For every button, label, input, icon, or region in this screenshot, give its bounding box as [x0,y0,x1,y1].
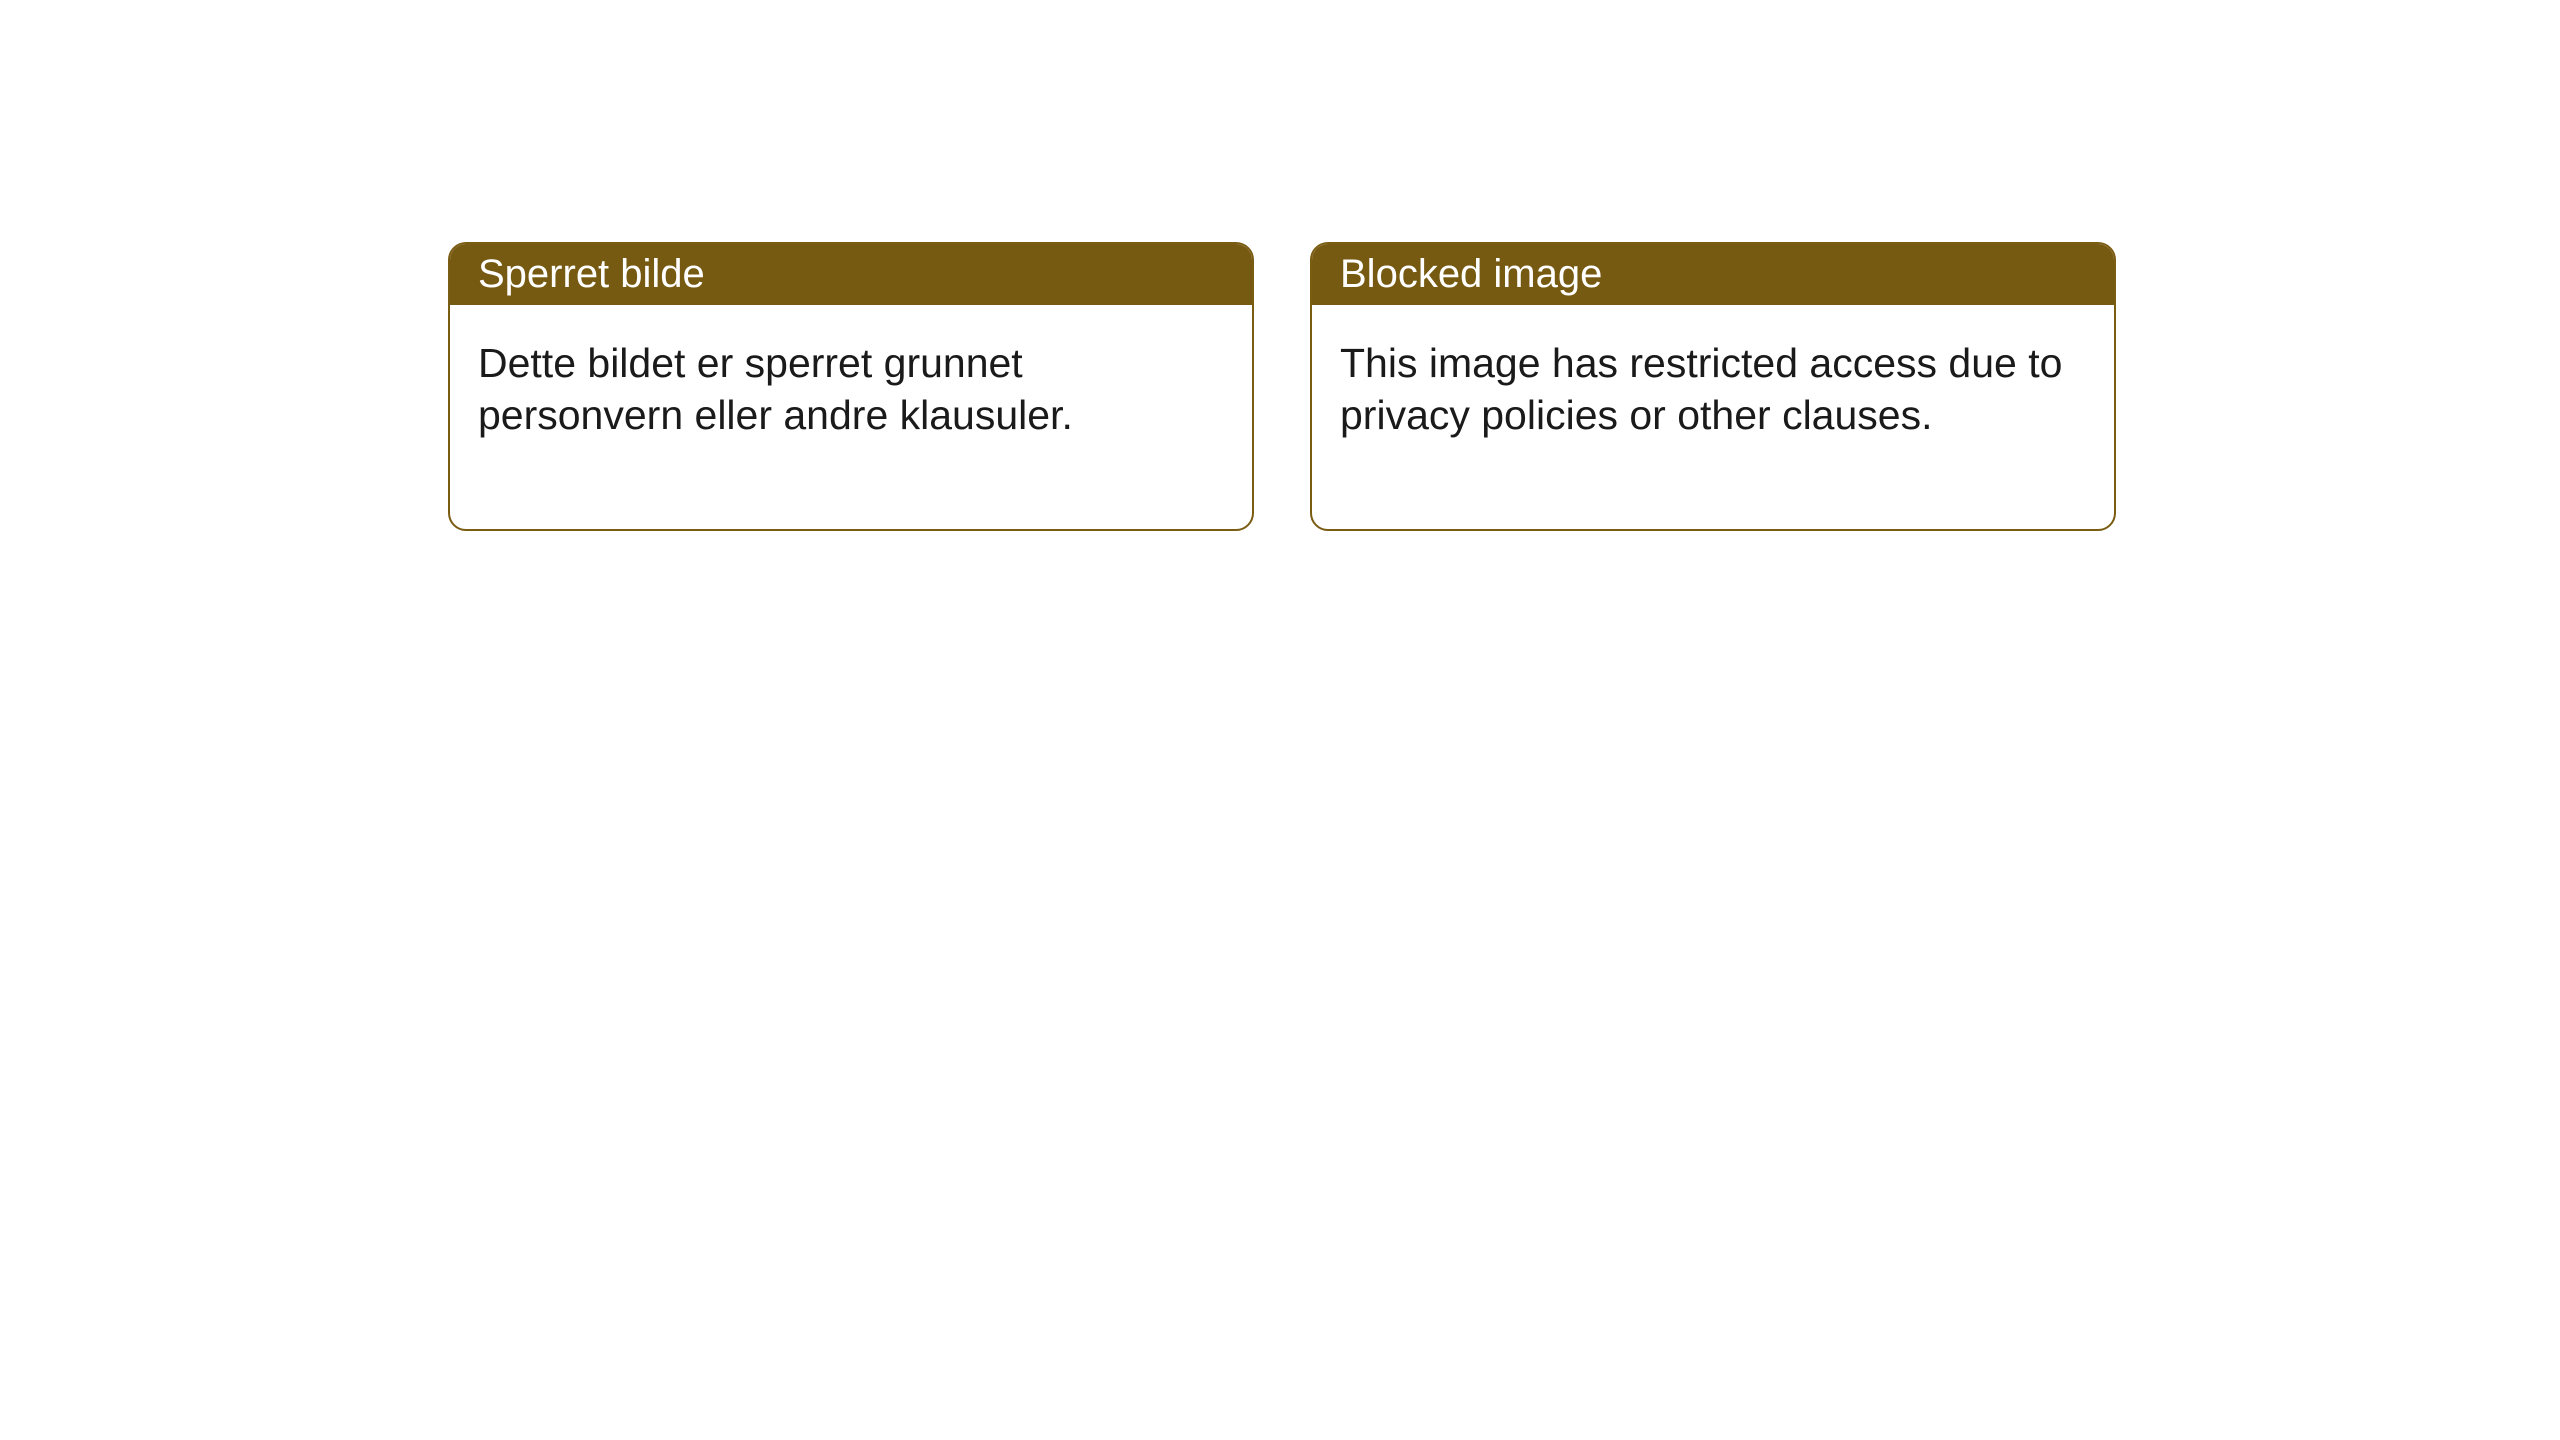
notice-body-norwegian: Dette bildet er sperret grunnet personve… [450,305,1252,529]
notice-header-english: Blocked image [1312,244,2114,305]
notice-card-english: Blocked image This image has restricted … [1310,242,2116,531]
notice-header-norwegian: Sperret bilde [450,244,1252,305]
notice-body-english: This image has restricted access due to … [1312,305,2114,529]
notice-card-norwegian: Sperret bilde Dette bildet er sperret gr… [448,242,1254,531]
notice-cards-container: Sperret bilde Dette bildet er sperret gr… [448,242,2116,531]
